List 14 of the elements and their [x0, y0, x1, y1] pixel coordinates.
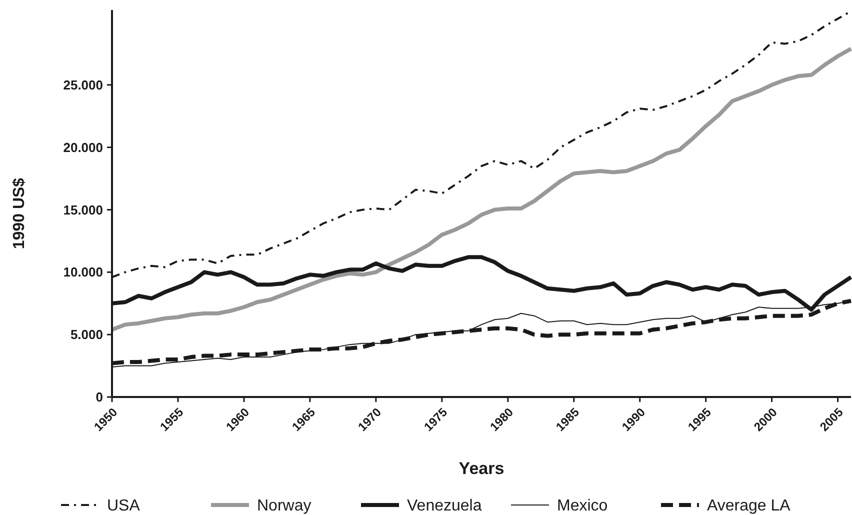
- y-tick-label: 20.000: [63, 140, 103, 155]
- legend-label: Venezuela: [407, 498, 482, 515]
- legend-label: Average LA: [707, 498, 791, 515]
- legend-label: Mexico: [557, 498, 608, 515]
- y-tick-label: 0: [96, 390, 103, 405]
- y-tick-label: 15.000: [63, 202, 103, 218]
- y-tick-label: 10.000: [63, 264, 103, 280]
- x-axis-title: Years: [458, 459, 504, 478]
- legend-label: USA: [107, 498, 140, 515]
- line-series: [110, 46, 852, 332]
- y-tick-label: 25.000: [63, 77, 103, 92]
- y-tick-label: 5.000: [70, 327, 103, 342]
- y-axis-title: 1990 US$: [11, 178, 28, 250]
- legend-label: Norway: [257, 498, 312, 515]
